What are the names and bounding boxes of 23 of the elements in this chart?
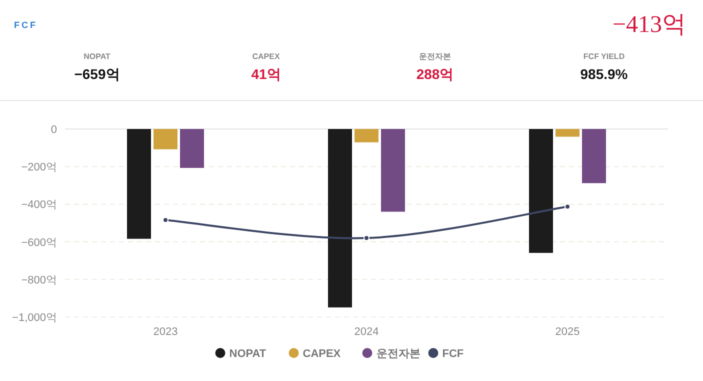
y-tick-label: −200억: [21, 162, 57, 174]
x-tick-label: 2023: [153, 326, 178, 338]
text: 985.9%: [580, 66, 628, 82]
y-tick-label: −1,000억: [12, 312, 57, 324]
y-tick-label: −600억: [21, 236, 57, 249]
category-label: 운전자본: [419, 52, 451, 61]
text: −413억: [612, 12, 686, 38]
category-label: NOPAT: [84, 52, 111, 61]
legend-label: FCF: [442, 348, 464, 360]
y-tick-label: −800억: [21, 274, 57, 286]
x-tick-label: 2024: [354, 326, 379, 338]
text: 41억: [251, 66, 281, 82]
legend-label: 운전자본: [376, 348, 420, 360]
legend-label: CAPEX: [302, 348, 342, 360]
category-label: FCF YIELD: [583, 52, 625, 61]
category-label: CAPEX: [252, 52, 280, 61]
y-tick-label: −400억: [21, 199, 57, 212]
legend-label: NOPAT: [229, 348, 266, 360]
text: 288억: [416, 66, 454, 82]
y-tick-label: 0: [50, 124, 57, 136]
x-tick-label: 2025: [555, 326, 580, 338]
text: −659억: [74, 66, 120, 82]
text: FCF: [14, 20, 38, 30]
